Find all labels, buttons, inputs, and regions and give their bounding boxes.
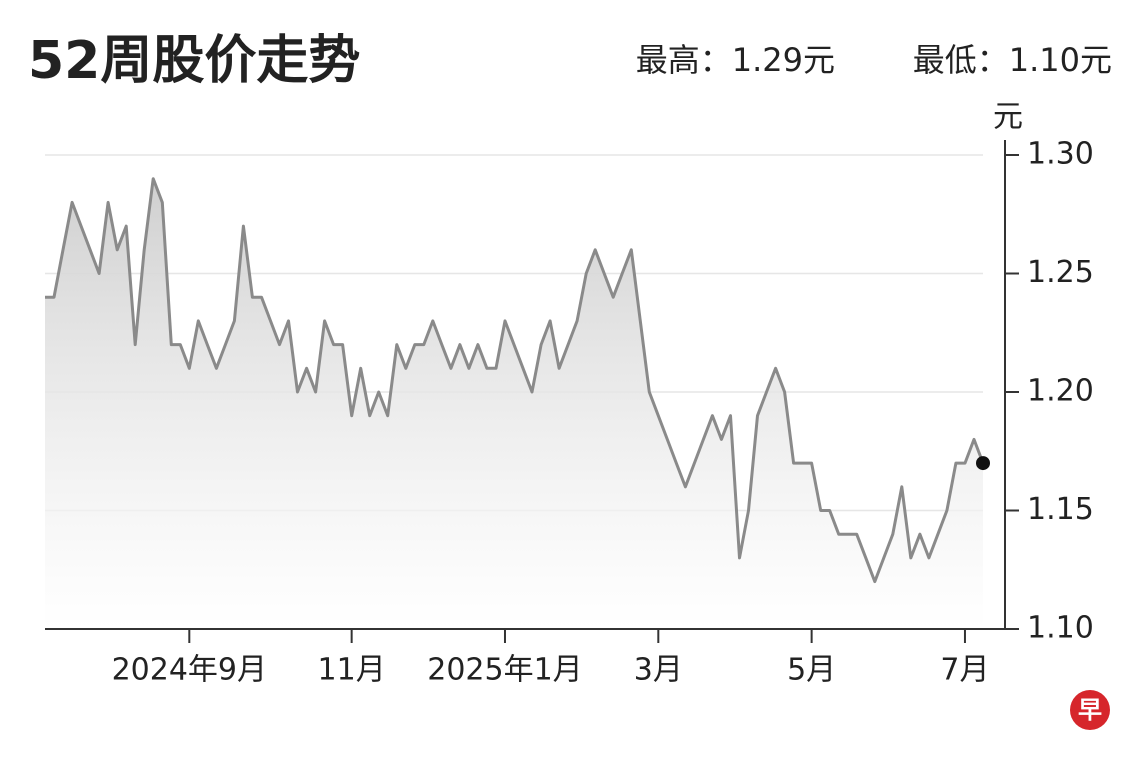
y-tick-label: 1.25 (1027, 255, 1094, 290)
chart-title: 52周股价走势 (28, 31, 360, 91)
last-point (976, 456, 990, 471)
x-tick-label: 2025年1月 (427, 653, 582, 688)
logo: 早 (1070, 690, 1110, 730)
y-tick-label: 1.10 (1027, 611, 1094, 646)
price-line (45, 177, 985, 584)
logo-circle (1070, 690, 1110, 730)
area (45, 178, 983, 629)
x-tick-label: 3月 (634, 653, 683, 688)
high-label: 最高：1.29元 (636, 41, 835, 79)
y-tick-label: 1.30 (1027, 137, 1094, 172)
x-tick-label: 2024年9月 (112, 653, 267, 688)
y-unit: 元 (993, 100, 1023, 135)
x-tick-label: 5月 (787, 653, 836, 688)
logo-text: 早 (1078, 696, 1102, 724)
x-tick-label: 11月 (318, 653, 386, 688)
low-label: 最低：1.10元 (913, 41, 1112, 79)
x-tick-label: 7月 (940, 653, 989, 688)
y-tick-label: 1.15 (1027, 492, 1094, 527)
y-tick-label: 1.20 (1027, 374, 1094, 409)
